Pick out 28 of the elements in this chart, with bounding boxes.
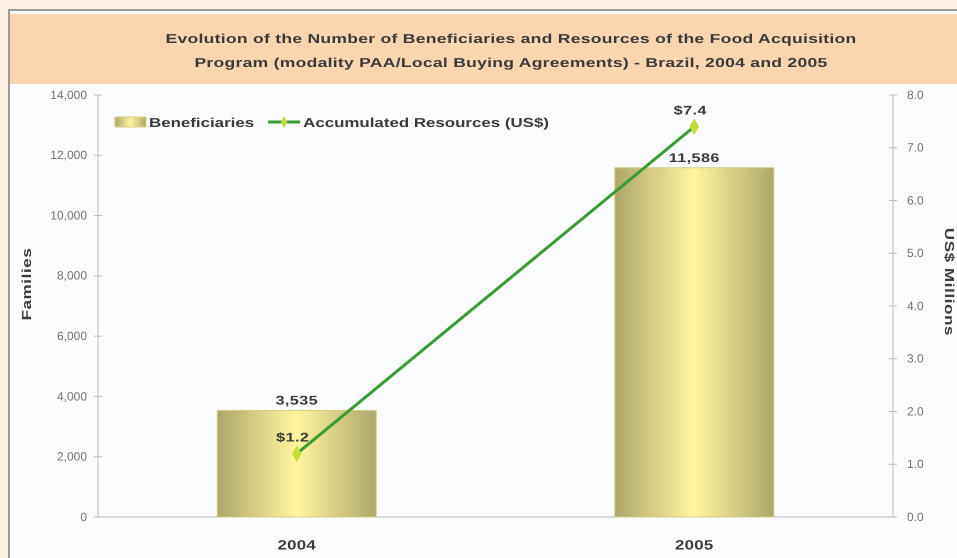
y-tick-label: 6,000 bbox=[56, 328, 88, 343]
y2-tick-label: 7.0 bbox=[907, 140, 924, 155]
legend-label: Accumulated Resources (US$) bbox=[303, 116, 549, 130]
y-tick-label: 0 bbox=[80, 510, 88, 524]
y-tick-label: 8,000 bbox=[56, 268, 88, 283]
y2-tick-label: 5.0 bbox=[907, 246, 924, 260]
data-label: $1.2 bbox=[276, 431, 310, 446]
x-tick-label: 2004 bbox=[277, 538, 316, 554]
data-label: 3,535 bbox=[275, 394, 318, 408]
y2-tick-label: 6.0 bbox=[907, 193, 924, 208]
y-tick-label: 12,000 bbox=[50, 148, 88, 162]
y-tick-label: 10,000 bbox=[50, 208, 88, 222]
y2-tick-label: 3.0 bbox=[907, 352, 924, 366]
legend-label: Beneficiaries bbox=[149, 116, 254, 130]
y-tick-label: 4,000 bbox=[56, 389, 88, 404]
y2-tick-label: 2.0 bbox=[907, 404, 924, 418]
y2-tick-label: 4.0 bbox=[907, 298, 924, 313]
data-label: 11,586 bbox=[668, 151, 720, 166]
y2-axis-title: US$ Millions bbox=[942, 228, 956, 336]
y-axis-title: Families bbox=[20, 248, 34, 320]
y2-tick-label: 1.0 bbox=[907, 457, 924, 472]
x-tick-label: 2005 bbox=[674, 538, 714, 554]
y-tick-label: 14,000 bbox=[50, 88, 88, 102]
data-label: $7.4 bbox=[674, 104, 707, 118]
y2-tick-label: 0.0 bbox=[907, 510, 924, 524]
y2-tick-label: 8.0 bbox=[907, 88, 924, 102]
y-tick-label: 2,000 bbox=[56, 450, 88, 464]
chart-title: Evolution of the Number of Beneficiaries and Resources of the Food Acquisition Program (modality PAA/Local Buying Agreements) - Brazil, 2004 and 2005 bbox=[165, 32, 857, 70]
